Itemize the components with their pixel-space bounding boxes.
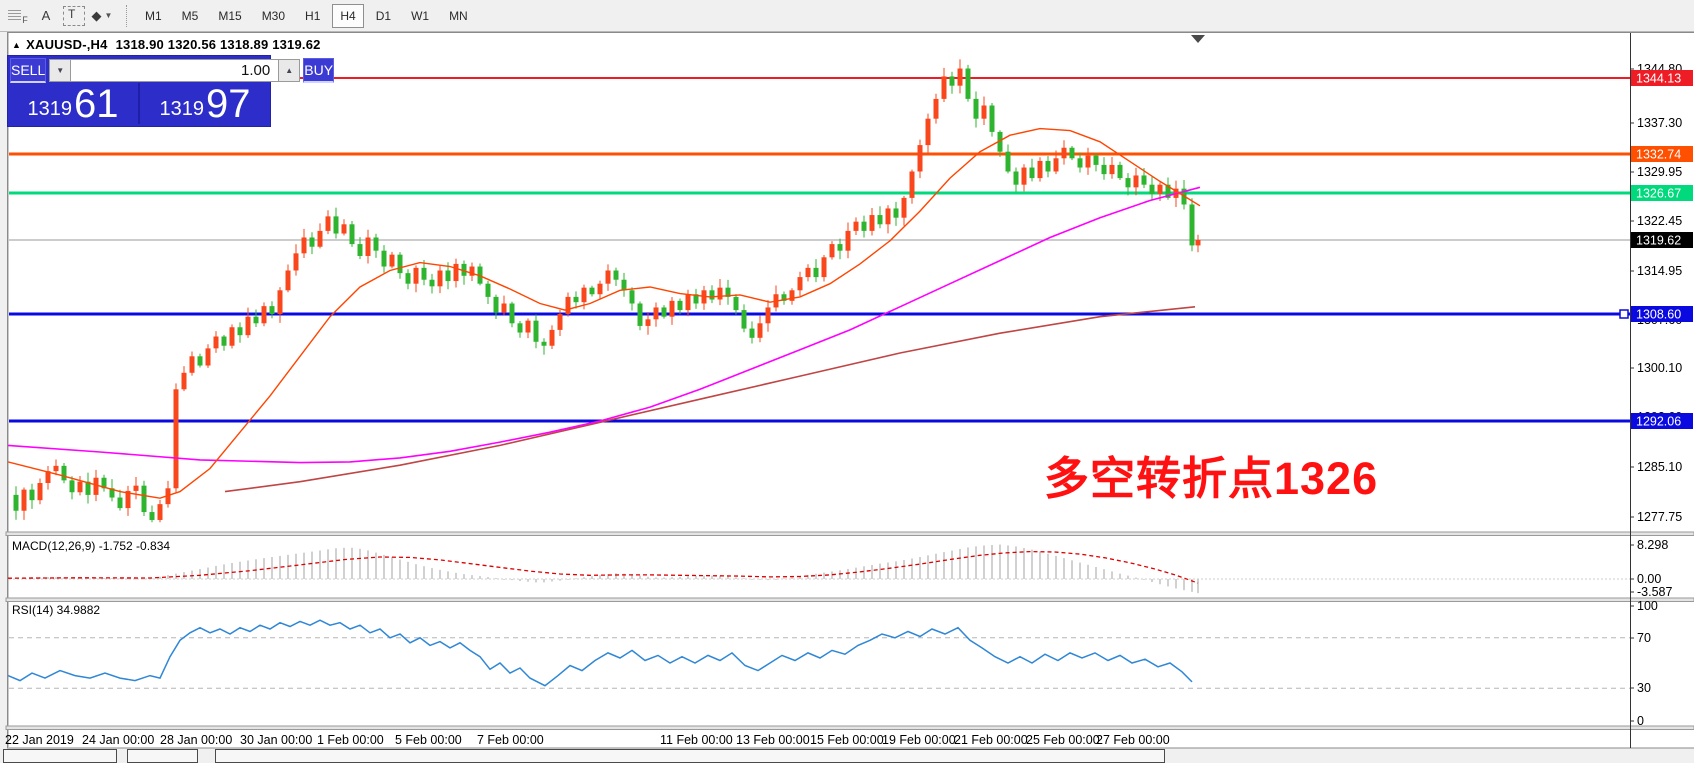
price-level-badge: 1292.06	[1636, 415, 1681, 429]
macd-tick: -3.587	[1637, 585, 1672, 599]
grid-f-label: F	[22, 15, 28, 25]
date-label: 27 Feb 00:00	[1096, 733, 1170, 747]
price-level-badge: 1344.13	[1636, 72, 1681, 86]
timeframe-M30[interactable]: M30	[254, 4, 293, 28]
volume-decrease-button[interactable]: ▼	[49, 59, 71, 82]
price-tick: 1337.30	[1637, 116, 1682, 130]
price-level-badge: 1332.74	[1636, 148, 1681, 162]
ohlc-values: 1318.90 1320.56 1318.89 1319.62	[116, 37, 321, 52]
date-label: 30 Jan 00:00	[240, 733, 312, 747]
volume-spinner: ▼ ▲	[49, 59, 300, 82]
timeframe-M1[interactable]: M1	[137, 4, 170, 28]
timeframe-MN[interactable]: MN	[441, 4, 476, 28]
current-price-badge: 1319.62	[1636, 234, 1681, 248]
chart-window	[8, 33, 1694, 749]
macd-label: MACD(12,26,9) -1.752 -0.834	[12, 539, 170, 553]
date-label: 19 Feb 00:00	[882, 733, 956, 747]
shapes-icon[interactable]: ◆ ▼	[90, 4, 114, 28]
buy-price[interactable]: 1319 97	[140, 83, 270, 124]
date-label: 5 Feb 00:00	[395, 733, 462, 747]
text-label-glyph: T	[63, 6, 85, 26]
chart-grid-icon[interactable]: F	[6, 4, 30, 28]
date-label: 21 Feb 00:00	[954, 733, 1028, 747]
pane-separator[interactable]	[6, 532, 1694, 536]
date-label: 22 Jan 2019	[5, 733, 74, 747]
volume-increase-button[interactable]: ▲	[278, 59, 300, 82]
date-label: 1 Feb 00:00	[317, 733, 384, 747]
rsi-tick: 70	[1637, 631, 1651, 645]
price-level-badge: 1326.67	[1636, 187, 1681, 201]
rsi-tick: 100	[1637, 599, 1658, 613]
diamond-glyph-icon: ◆	[92, 8, 102, 24]
volume-input[interactable]	[71, 59, 278, 82]
timeframe-M15[interactable]: M15	[210, 4, 249, 28]
date-label: 13 Feb 00:00	[736, 733, 810, 747]
sell-price[interactable]: 1319 61	[8, 83, 138, 124]
date-label: 24 Jan 00:00	[82, 733, 154, 747]
pane-separator[interactable]	[6, 726, 1694, 730]
one-click-trading-panel: SELL ▼ ▲ BUY 1319 61 1319 97	[8, 56, 270, 126]
price-level-badge: 1308.60	[1636, 308, 1681, 322]
buy-price-main: 1319	[160, 99, 205, 119]
sell-price-main: 1319	[28, 99, 73, 119]
rsi-label: RSI(14) 34.9882	[12, 603, 100, 617]
level-drag-handle[interactable]	[1620, 310, 1628, 318]
price-tick: 1322.45	[1637, 214, 1682, 228]
price-tick: 1329.95	[1637, 165, 1682, 179]
timeframe-H4[interactable]: H4	[332, 4, 363, 28]
date-label: 28 Jan 00:00	[160, 733, 232, 747]
sell-price-large: 61	[74, 87, 119, 121]
collapse-triangle-icon[interactable]: ▲	[12, 40, 21, 50]
insert-text-icon[interactable]: A	[34, 4, 58, 28]
timeframe-H1[interactable]: H1	[297, 4, 328, 28]
bottom-tab[interactable]	[3, 749, 117, 763]
grid-glyph-icon	[8, 10, 21, 21]
price-tick: 1300.10	[1637, 361, 1682, 375]
bottom-tab[interactable]	[127, 749, 198, 763]
date-label: 7 Feb 00:00	[477, 733, 544, 747]
dropdown-caret-icon: ▼	[105, 11, 113, 20]
date-label: 25 Feb 00:00	[1026, 733, 1100, 747]
date-label: 11 Feb 00:00	[660, 733, 733, 747]
symbol-label: XAUUSD-,H4	[26, 37, 107, 52]
bottom-tab[interactable]	[215, 749, 1165, 763]
timeframe-W1[interactable]: W1	[403, 4, 437, 28]
price-tick: 1314.95	[1637, 264, 1682, 278]
macd-tick: 0.00	[1637, 572, 1661, 586]
timeframe-M5[interactable]: M5	[174, 4, 207, 28]
rsi-tick: 30	[1637, 681, 1651, 695]
text-label-icon[interactable]: T	[62, 4, 86, 28]
buy-price-large: 97	[206, 87, 251, 121]
chart-annotation-text[interactable]: 多空转折点1326	[1044, 442, 1378, 507]
price-tick: 1285.10	[1637, 460, 1682, 474]
rsi-tick: 0	[1637, 714, 1644, 728]
pane-separator[interactable]	[6, 598, 1694, 602]
sell-button[interactable]: SELL	[10, 58, 46, 83]
buy-button[interactable]: BUY	[303, 58, 334, 83]
date-label: 15 Feb 00:00	[810, 733, 884, 747]
timeframe-D1[interactable]: D1	[368, 4, 399, 28]
price-tick: 1277.75	[1637, 510, 1682, 524]
chart-header: ▲ XAUUSD-,H4 1318.90 1320.56 1318.89 1319.…	[12, 37, 321, 52]
toolbar-separator	[126, 5, 127, 27]
macd-tick: 8.298	[1637, 538, 1668, 552]
